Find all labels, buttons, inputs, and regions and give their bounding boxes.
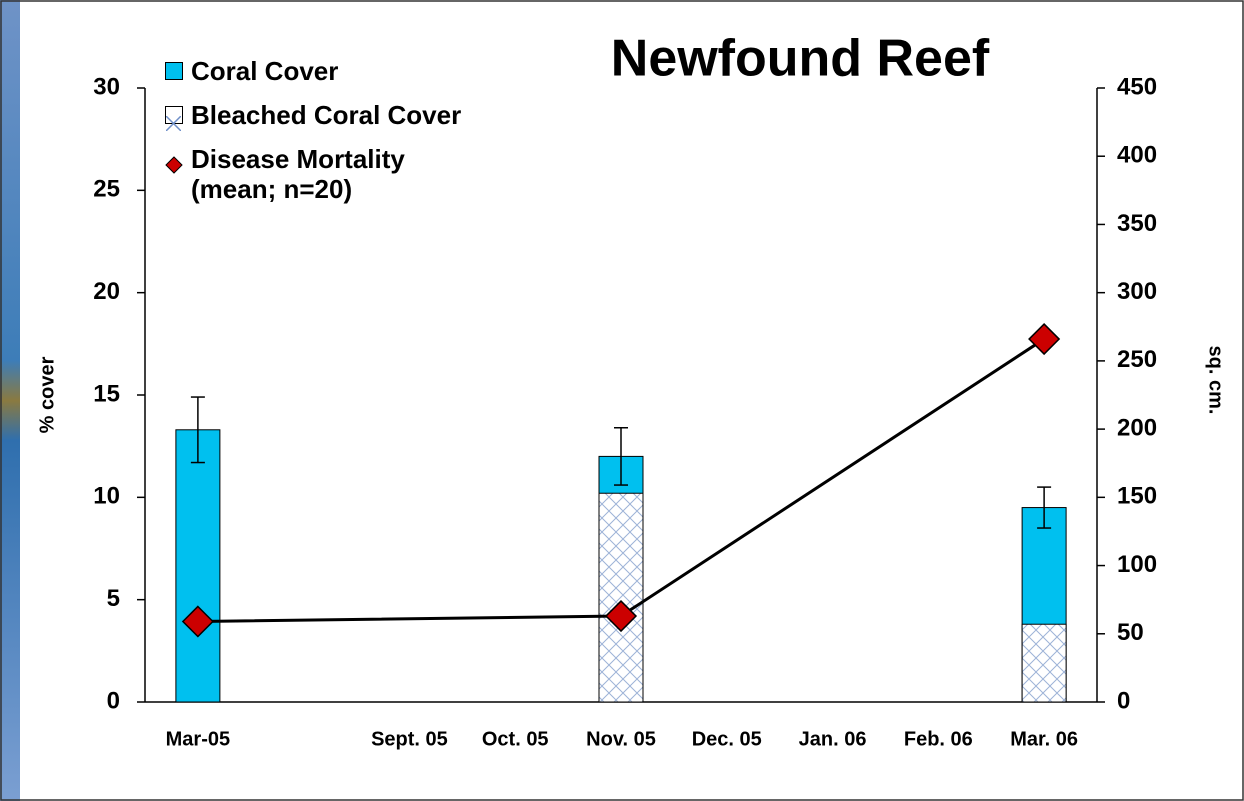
x-tick-label: Feb. 06 [904,728,973,750]
legend-swatch [165,62,183,80]
y-tick-label: 10 [93,483,120,510]
y2-tick-label: 400 [1117,142,1157,169]
y2-tick-label: 250 [1117,346,1157,373]
x-tick-label: Sept. 05 [371,728,448,750]
bar [1021,623,1067,703]
marker [181,605,214,638]
y2-tick-label: 100 [1117,551,1157,578]
y-axis-label: % cover [36,356,58,433]
legend-entry: Disease Mortality (mean; n=20) [165,144,431,204]
legend-swatch [165,106,183,132]
y2-tick-label: 50 [1117,619,1144,646]
y2-tick-label: 150 [1117,483,1157,510]
bar [598,492,644,703]
bar [175,429,221,703]
legend-entry: Coral Cover [165,56,338,86]
marker [604,599,638,633]
y-tick-label: 0 [107,687,120,714]
x-tick-label: Oct. 05 [482,728,549,750]
background-strip [0,0,20,801]
legend-entry: Bleached Coral Cover [165,100,462,132]
x-tick-label: Jan. 06 [799,728,867,750]
x-tick-label: Nov. 05 [586,728,656,750]
x-tick-label: Dec. 05 [692,728,762,750]
y2-tick-label: 200 [1117,414,1157,441]
chart-title: Newfound Reef [611,30,990,88]
legend-swatch [165,150,183,174]
y2-tick-label: 350 [1117,210,1157,237]
legend-label: Disease Mortality (mean; n=20) [191,144,405,204]
y-tick-label: 25 [93,176,120,203]
marker [1028,322,1061,356]
y-tick-label: 5 [107,585,120,612]
y2-axis-label: sq. cm. [1205,346,1227,415]
legend-label: Coral Cover [191,56,339,86]
y2-tick-label: 0 [1117,687,1130,714]
x-tick-label: Mar. 06 [1010,728,1078,750]
legend-label: Bleached Coral Cover [191,100,462,130]
x-tick-label: Mar-05 [166,728,230,750]
y-tick-label: 30 [93,73,120,100]
y2-tick-label: 450 [1117,73,1157,100]
y-tick-label: 15 [93,380,120,407]
y2-tick-label: 300 [1117,278,1157,305]
y-tick-label: 20 [93,278,120,305]
